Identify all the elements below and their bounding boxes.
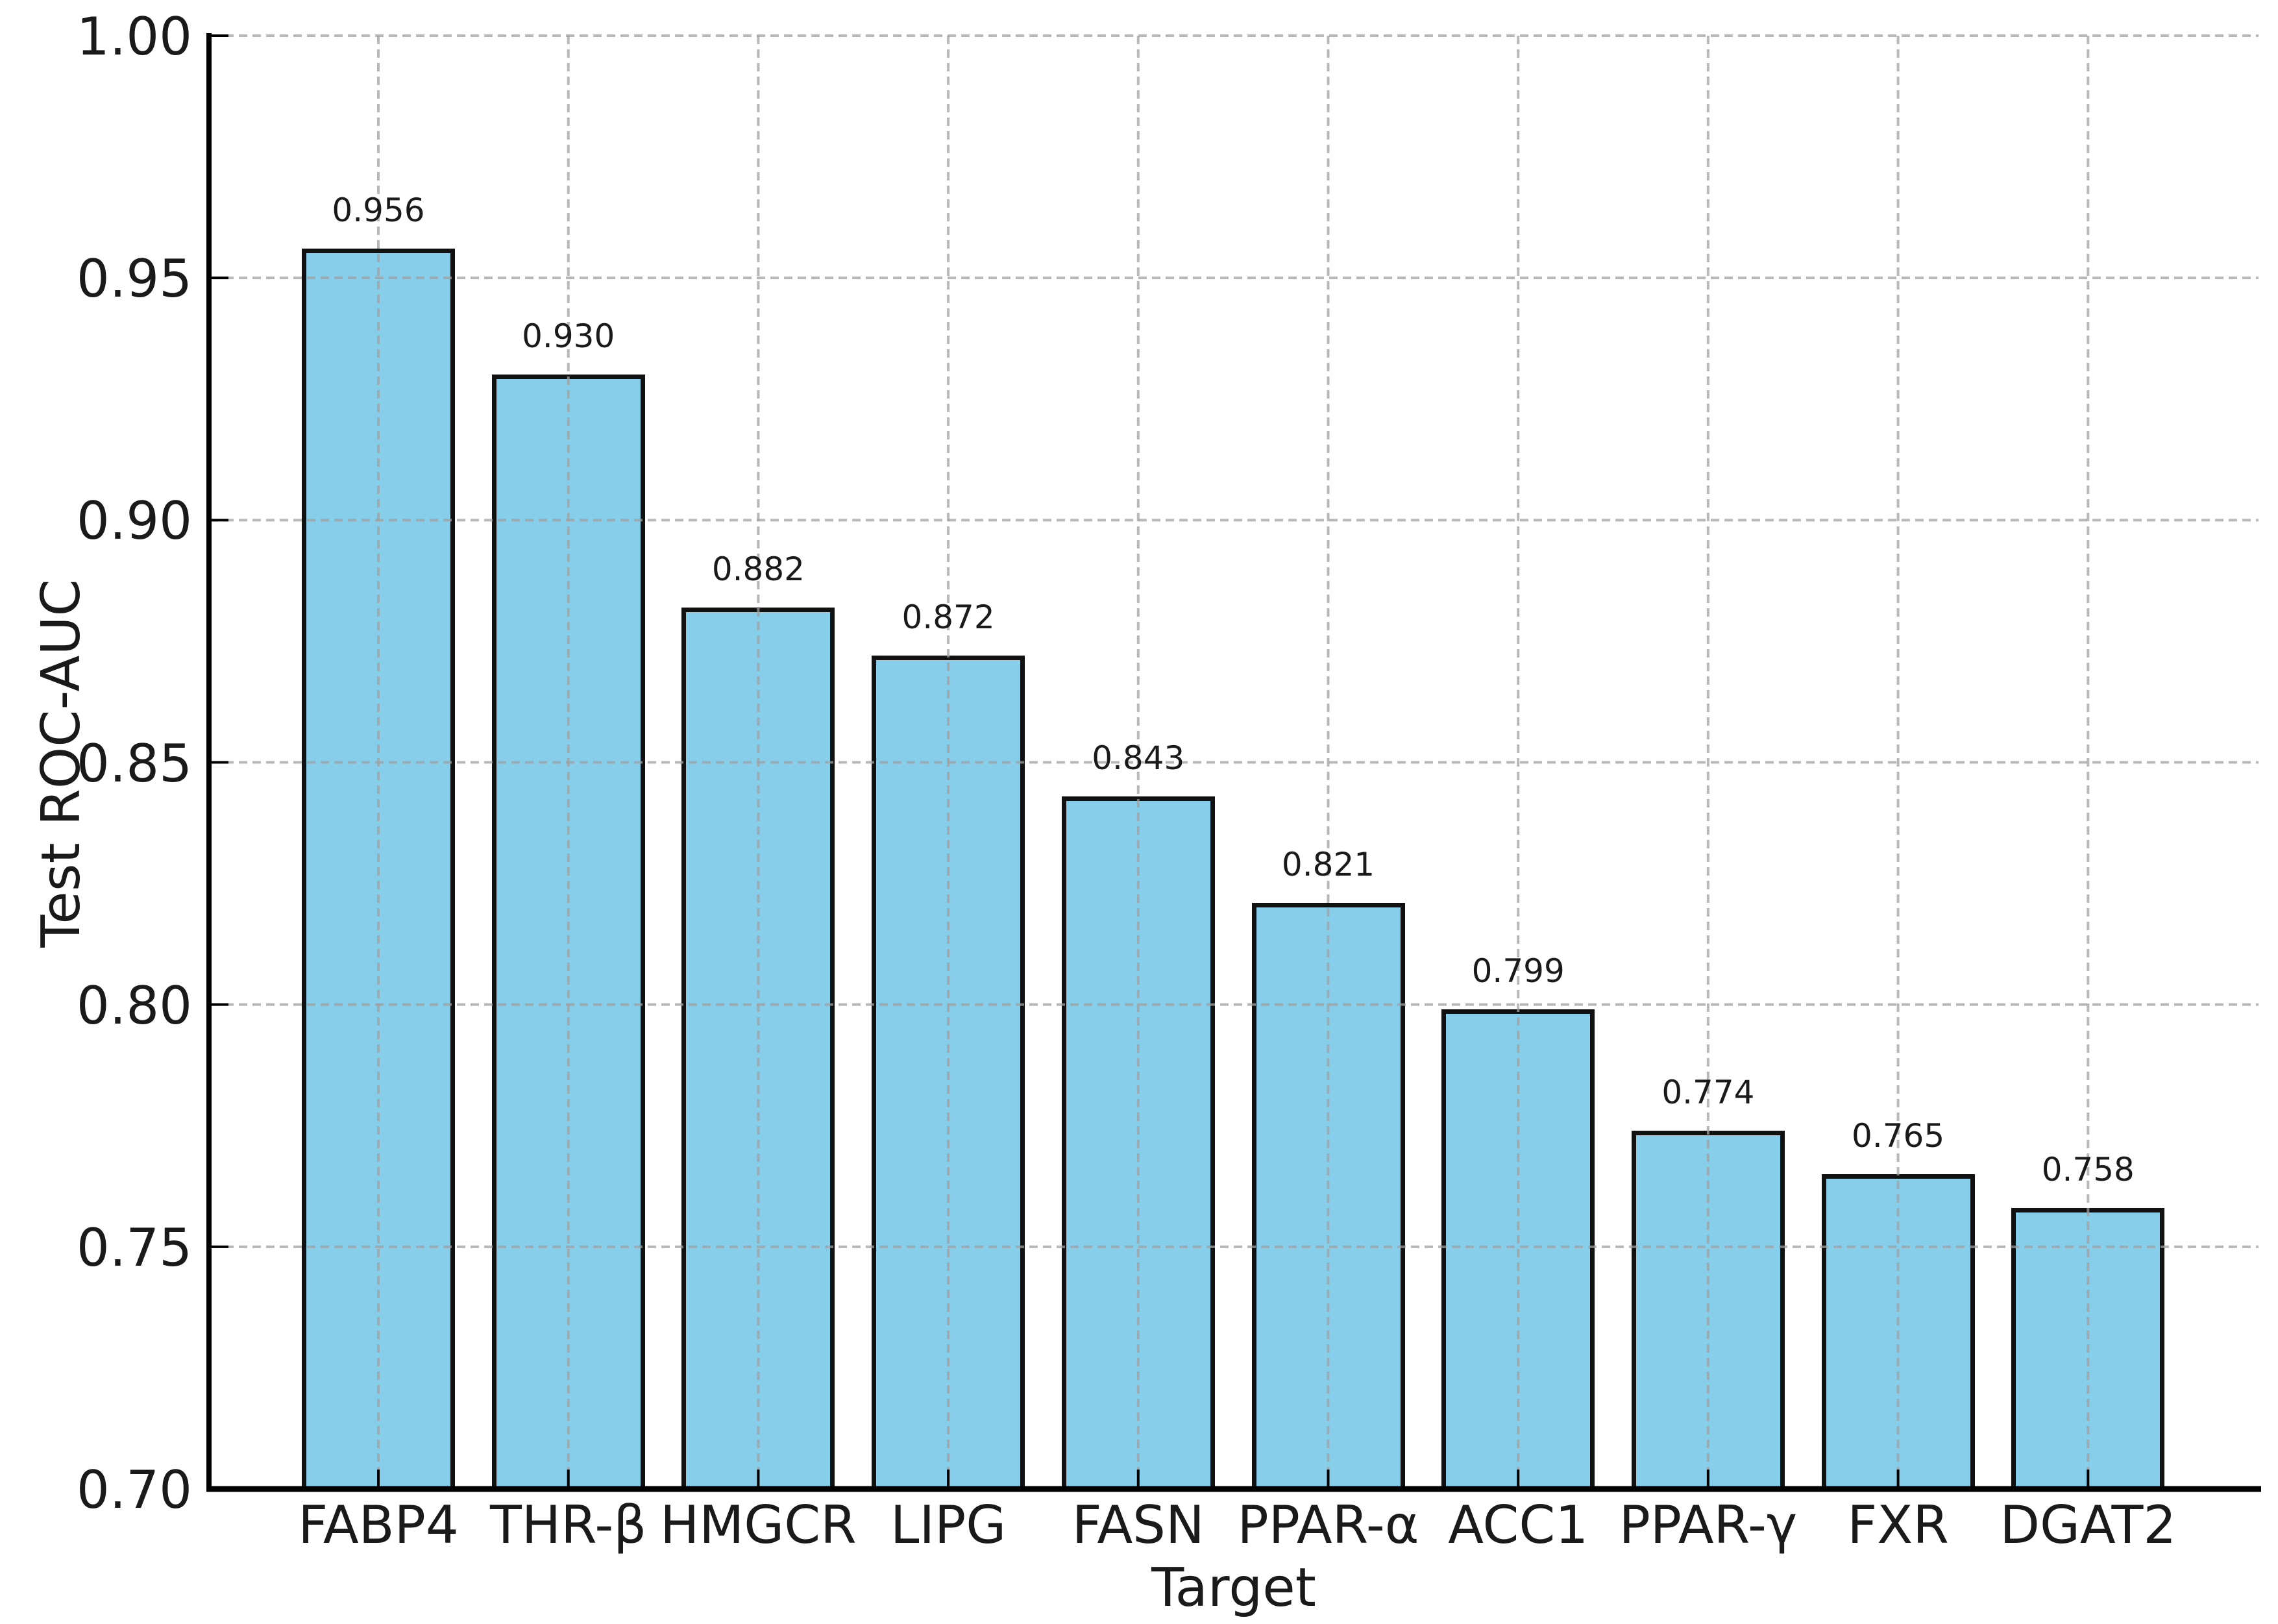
x-tick-label-ACC1: ACC1	[1448, 1495, 1589, 1555]
y-tick-label: 0.85	[76, 733, 192, 794]
x-tick-label-LIPG: LIPG	[890, 1495, 1007, 1555]
bar-value-label: 0.758	[2041, 1151, 2135, 1189]
x-tick-label-FASN: FASN	[1072, 1495, 1205, 1555]
bar-value-label: 0.765	[1852, 1116, 1945, 1155]
x-tick-label-DGAT2: DGAT2	[2000, 1495, 2177, 1555]
bar-value-label: 0.882	[711, 550, 805, 588]
bar-value-label: 0.872	[901, 598, 995, 637]
x-tick-label-HMGCR: HMGCR	[660, 1495, 857, 1555]
bar-value-label: 0.843	[1092, 739, 1185, 777]
bar-value-label: 0.930	[522, 317, 615, 356]
y-tick-label: 0.75	[76, 1217, 192, 1278]
bar-value-label: 0.799	[1471, 952, 1565, 990]
bar-value-label: 0.774	[1661, 1073, 1755, 1111]
x-tick-label-PPAR-α: PPAR-α	[1237, 1495, 1419, 1555]
bar-value-label: 0.821	[1281, 845, 1375, 883]
y-tick-label: 1.00	[76, 6, 192, 67]
y-tick-label: 0.90	[76, 491, 192, 552]
x-tick-label-FABP4: FABP4	[298, 1495, 459, 1555]
x-tick-label-FXR: FXR	[1847, 1495, 1949, 1555]
y-tick-label: 0.70	[76, 1460, 192, 1520]
y-tick-label: 0.95	[76, 249, 192, 310]
x-tick-label-THR-β: THR-β	[490, 1495, 647, 1555]
y-tick-label: 0.80	[76, 975, 192, 1036]
bar-value-label: 0.956	[332, 191, 425, 230]
x-tick-label-PPAR-γ: PPAR-γ	[1619, 1495, 1798, 1555]
x-axis-title: Target	[1151, 1557, 1316, 1619]
